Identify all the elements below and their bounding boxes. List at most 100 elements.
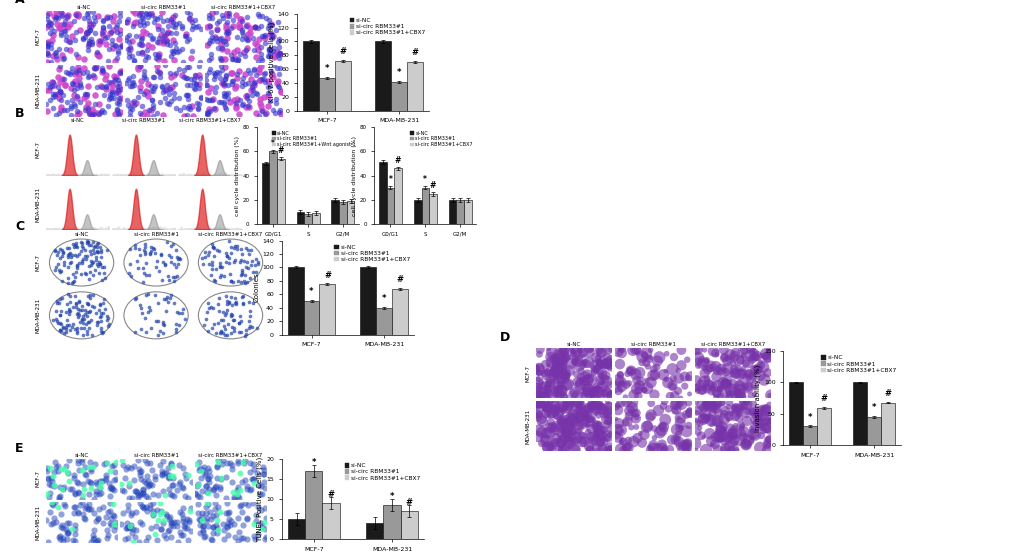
Point bbox=[558, 380, 575, 389]
Point bbox=[76, 106, 93, 114]
Title: si-NC: si-NC bbox=[70, 118, 85, 123]
Point bbox=[569, 377, 585, 386]
Point bbox=[557, 419, 574, 427]
Point bbox=[730, 410, 746, 419]
Point bbox=[576, 358, 592, 367]
Point bbox=[157, 260, 173, 269]
Point bbox=[142, 250, 158, 259]
Point bbox=[68, 268, 85, 276]
Point bbox=[90, 239, 106, 248]
Point bbox=[757, 405, 773, 414]
Point bbox=[110, 16, 126, 25]
Point bbox=[222, 243, 238, 252]
Point bbox=[179, 74, 196, 83]
Point bbox=[162, 459, 178, 468]
Point bbox=[609, 401, 626, 410]
Point bbox=[223, 309, 239, 318]
Point bbox=[69, 83, 86, 92]
Point bbox=[673, 393, 689, 402]
Point bbox=[89, 318, 105, 327]
Point bbox=[646, 371, 662, 379]
Point bbox=[203, 50, 219, 59]
Point bbox=[138, 503, 154, 512]
Point bbox=[163, 241, 179, 250]
Point bbox=[223, 517, 239, 525]
Point bbox=[547, 377, 564, 385]
Point bbox=[122, 112, 139, 121]
Point bbox=[550, 390, 567, 399]
Point bbox=[591, 439, 607, 447]
Point bbox=[66, 70, 83, 79]
Point bbox=[716, 436, 733, 445]
Point bbox=[42, 95, 58, 104]
Point bbox=[126, 328, 143, 337]
Point bbox=[50, 90, 66, 98]
Point bbox=[224, 77, 240, 86]
Point bbox=[237, 476, 254, 484]
Point bbox=[130, 11, 147, 20]
Point bbox=[254, 522, 270, 531]
Point bbox=[598, 388, 614, 397]
Point bbox=[574, 419, 590, 428]
Point bbox=[231, 15, 248, 24]
Point bbox=[572, 379, 588, 388]
Point bbox=[236, 80, 253, 88]
Point bbox=[191, 100, 207, 108]
Point bbox=[218, 473, 234, 482]
Point bbox=[73, 315, 90, 324]
Title: si-NC: si-NC bbox=[567, 342, 580, 347]
Point bbox=[73, 247, 90, 256]
Point bbox=[185, 75, 202, 84]
Point bbox=[163, 72, 179, 81]
Point bbox=[67, 77, 84, 86]
Point bbox=[692, 431, 708, 440]
Point bbox=[201, 96, 217, 105]
Point bbox=[140, 477, 156, 486]
Point bbox=[214, 263, 230, 272]
Point bbox=[250, 259, 266, 268]
Text: MDA-MB-231: MDA-MB-231 bbox=[36, 298, 41, 333]
Point bbox=[208, 473, 224, 482]
Point bbox=[40, 473, 56, 482]
Point bbox=[153, 525, 169, 534]
Point bbox=[142, 458, 158, 467]
Point bbox=[70, 298, 87, 306]
Point bbox=[622, 366, 638, 375]
Point bbox=[553, 393, 570, 401]
Point bbox=[256, 78, 272, 87]
Point bbox=[626, 409, 642, 418]
Point bbox=[152, 525, 168, 534]
Point bbox=[156, 56, 172, 65]
Point bbox=[208, 264, 224, 273]
Point bbox=[540, 361, 556, 369]
Point bbox=[51, 494, 67, 503]
Point bbox=[642, 346, 658, 354]
Point bbox=[236, 69, 253, 78]
Point bbox=[150, 317, 166, 326]
Point bbox=[569, 424, 585, 432]
Point bbox=[92, 484, 108, 493]
Point bbox=[180, 13, 197, 22]
Point bbox=[54, 10, 70, 19]
Point bbox=[164, 82, 180, 91]
Point bbox=[162, 513, 178, 522]
Point bbox=[740, 383, 756, 392]
Point bbox=[547, 388, 564, 397]
Point bbox=[227, 103, 244, 112]
Point bbox=[581, 404, 597, 413]
Point bbox=[216, 75, 232, 84]
Point bbox=[59, 279, 75, 288]
Bar bbox=[386, 187, 394, 224]
Point bbox=[236, 279, 253, 288]
Point bbox=[687, 416, 703, 425]
Point bbox=[69, 243, 86, 252]
Point bbox=[179, 90, 196, 99]
Point bbox=[585, 436, 601, 445]
Point bbox=[594, 443, 610, 452]
Point bbox=[95, 26, 111, 35]
Point bbox=[743, 427, 759, 436]
Point bbox=[102, 79, 118, 87]
Point bbox=[251, 65, 267, 74]
Point bbox=[160, 464, 176, 473]
Point bbox=[78, 270, 95, 279]
